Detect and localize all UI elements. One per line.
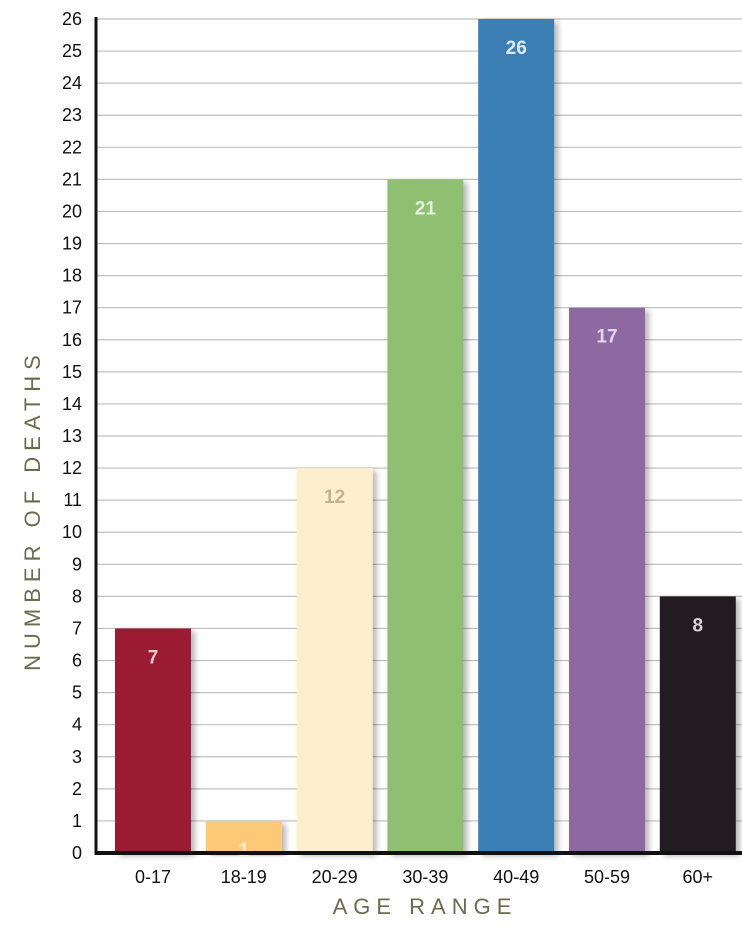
x-tick-label: 20-29 xyxy=(312,867,358,887)
x-tick-label: 40-49 xyxy=(493,867,539,887)
y-tick-label: 15 xyxy=(62,362,82,382)
y-tick-label: 8 xyxy=(72,586,82,606)
bar-data-label: 17 xyxy=(596,327,617,348)
bar-data-label: 21 xyxy=(415,198,437,219)
axis-layer: 0123456789101112131415161718192021222324… xyxy=(62,9,742,887)
y-tick-label: 3 xyxy=(72,747,82,767)
y-tick-label: 16 xyxy=(62,330,82,350)
y-tick-label: 2 xyxy=(72,779,82,799)
y-tick-label: 11 xyxy=(63,490,82,510)
y-tick-label: 6 xyxy=(72,651,82,671)
y-tick-label: 7 xyxy=(72,618,82,638)
bar xyxy=(296,468,373,853)
y-tick-label: 10 xyxy=(62,522,82,542)
y-tick-label: 23 xyxy=(62,105,82,125)
x-axis-title: AGE RANGE xyxy=(333,894,518,919)
y-tick-label: 24 xyxy=(62,73,82,93)
y-tick-label: 26 xyxy=(62,9,82,29)
x-tick-label: 0-17 xyxy=(135,867,171,887)
y-axis-title: NUMBER OF DEATHS xyxy=(20,349,45,671)
x-tick-label: 18-19 xyxy=(221,867,267,887)
bar-data-label: 1 xyxy=(239,840,250,861)
y-tick-label: 17 xyxy=(62,298,82,318)
y-tick-label: 14 xyxy=(62,394,82,414)
x-tick-label: 60+ xyxy=(683,867,714,887)
y-tick-label: 18 xyxy=(62,266,82,286)
y-tick-label: 13 xyxy=(62,426,82,446)
bar xyxy=(659,596,736,853)
bars-layer: 7 1 12 21 26 17 8 xyxy=(115,19,736,861)
y-tick-label: 5 xyxy=(72,683,82,703)
bar-data-label: 8 xyxy=(693,615,704,636)
y-tick-label: 22 xyxy=(62,137,82,157)
bar xyxy=(387,179,464,853)
x-tick-label: 50-59 xyxy=(584,867,630,887)
bar-data-label: 26 xyxy=(506,38,527,59)
y-tick-label: 21 xyxy=(62,169,82,189)
bar xyxy=(115,628,191,853)
x-tick-label: 30-39 xyxy=(402,867,448,887)
bar xyxy=(569,307,645,853)
y-tick-label: 19 xyxy=(62,234,82,254)
y-tick-label: 25 xyxy=(62,41,82,61)
bar-data-label: 12 xyxy=(324,487,345,508)
bar xyxy=(205,820,282,853)
bar-data-label: 7 xyxy=(148,647,159,668)
bar xyxy=(478,19,555,853)
y-tick-label: 0 xyxy=(72,843,82,863)
y-tick-label: 20 xyxy=(62,201,82,221)
y-tick-label: 9 xyxy=(72,554,82,574)
y-tick-label: 1 xyxy=(72,811,82,831)
y-tick-label: 4 xyxy=(72,715,82,735)
y-tick-label: 12 xyxy=(62,458,82,478)
